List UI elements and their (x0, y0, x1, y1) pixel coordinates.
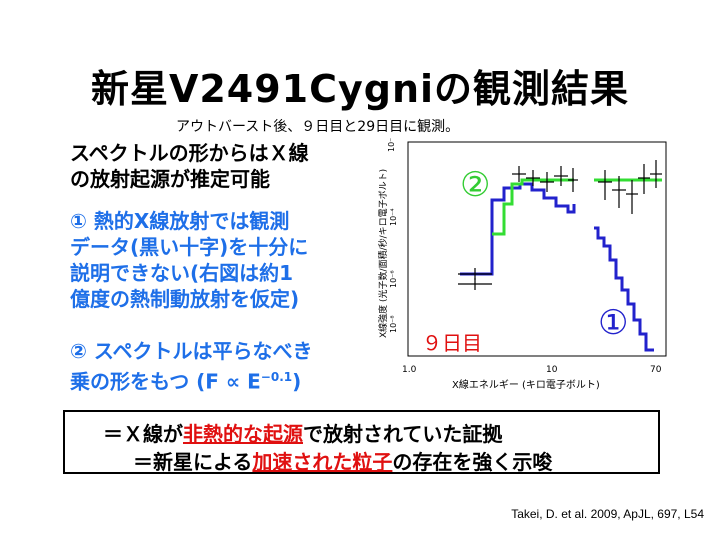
slide-subtitle: アウトバースト後、９日目と29日目に観測。 (176, 119, 460, 135)
x-axis-label: X線エネルギー (キロ電子ボルト) (452, 378, 600, 391)
intro-line-1: スペクトルの形からはＸ線 (70, 141, 309, 165)
spectrum-plot: X線強度 (光子数/面積/秒/キロ電子ボルト) 10⁻² 10⁻⁴ 10⁻⁶ 1… (372, 138, 672, 398)
x-tick-3: 70 (650, 365, 662, 375)
point-1-line-4: 億度の熱制動放射を仮定) (70, 287, 300, 311)
y-tick-4: 10⁻⁸ (389, 315, 398, 333)
point-1-line-2: データ(黒い十字)を十分に (70, 235, 309, 259)
point-1-line-1: ① 熱的X線放射では観測 (70, 209, 290, 233)
label-1: ① (598, 303, 628, 343)
power-law-model-line (492, 178, 574, 236)
y-tick-3: 10⁻⁶ (389, 270, 398, 288)
point-2-text: ② スペクトルは平らなべき 乗の形をもつ (F ∝ E−0.1) (70, 338, 313, 395)
conclusion-box: ＝Ｘ線が非熱的な起源で放射されていた証拠 ＝新星による加速された粒子の存在を強く… (63, 410, 660, 474)
x-tick-2: 10 (546, 365, 558, 375)
thermal-model-line (460, 182, 576, 276)
point-2-line-2: 乗の形をもつ (F ∝ E−0.1) (70, 369, 302, 394)
conclusion-line-2: ＝新星による加速された粒子の存在を強く示唆 (133, 450, 553, 474)
y-axis-label: X線強度 (光子数/面積/秒/キロ電子ボルト) (377, 169, 389, 338)
intro-line-2: の放射起源が推定可能 (70, 167, 270, 191)
point-1-line-3: 説明できない(右図は約1 (70, 261, 294, 285)
plot-frame (407, 141, 667, 357)
point-1-text: ① 熱的X線放射では観測 データ(黒い十字)を十分に 説明できない(右図は約1 … (70, 208, 308, 312)
data-crosses (458, 160, 662, 290)
thermal-model-tail (594, 226, 654, 352)
label-2: ② (460, 165, 490, 205)
intro-text: スペクトルの形からはＸ線 の放射起源が推定可能 (70, 140, 309, 192)
y-tick-2: 10⁻⁴ (389, 208, 398, 226)
slide-title: 新星V2491Cygniの観測結果 (90, 67, 630, 111)
point-2-line-1: ② スペクトルは平らなべき (70, 339, 313, 363)
x-tick-1: 1.0 (402, 365, 417, 375)
y-tick-1: 10⁻² (387, 138, 396, 152)
citation: Takei, D. et al. 2009, ApJL, 697, L54 (511, 507, 704, 521)
day-9-label: ９日目 (422, 331, 482, 355)
conclusion-line-1: ＝Ｘ線が非熱的な起源で放射されていた証拠 (103, 422, 503, 446)
